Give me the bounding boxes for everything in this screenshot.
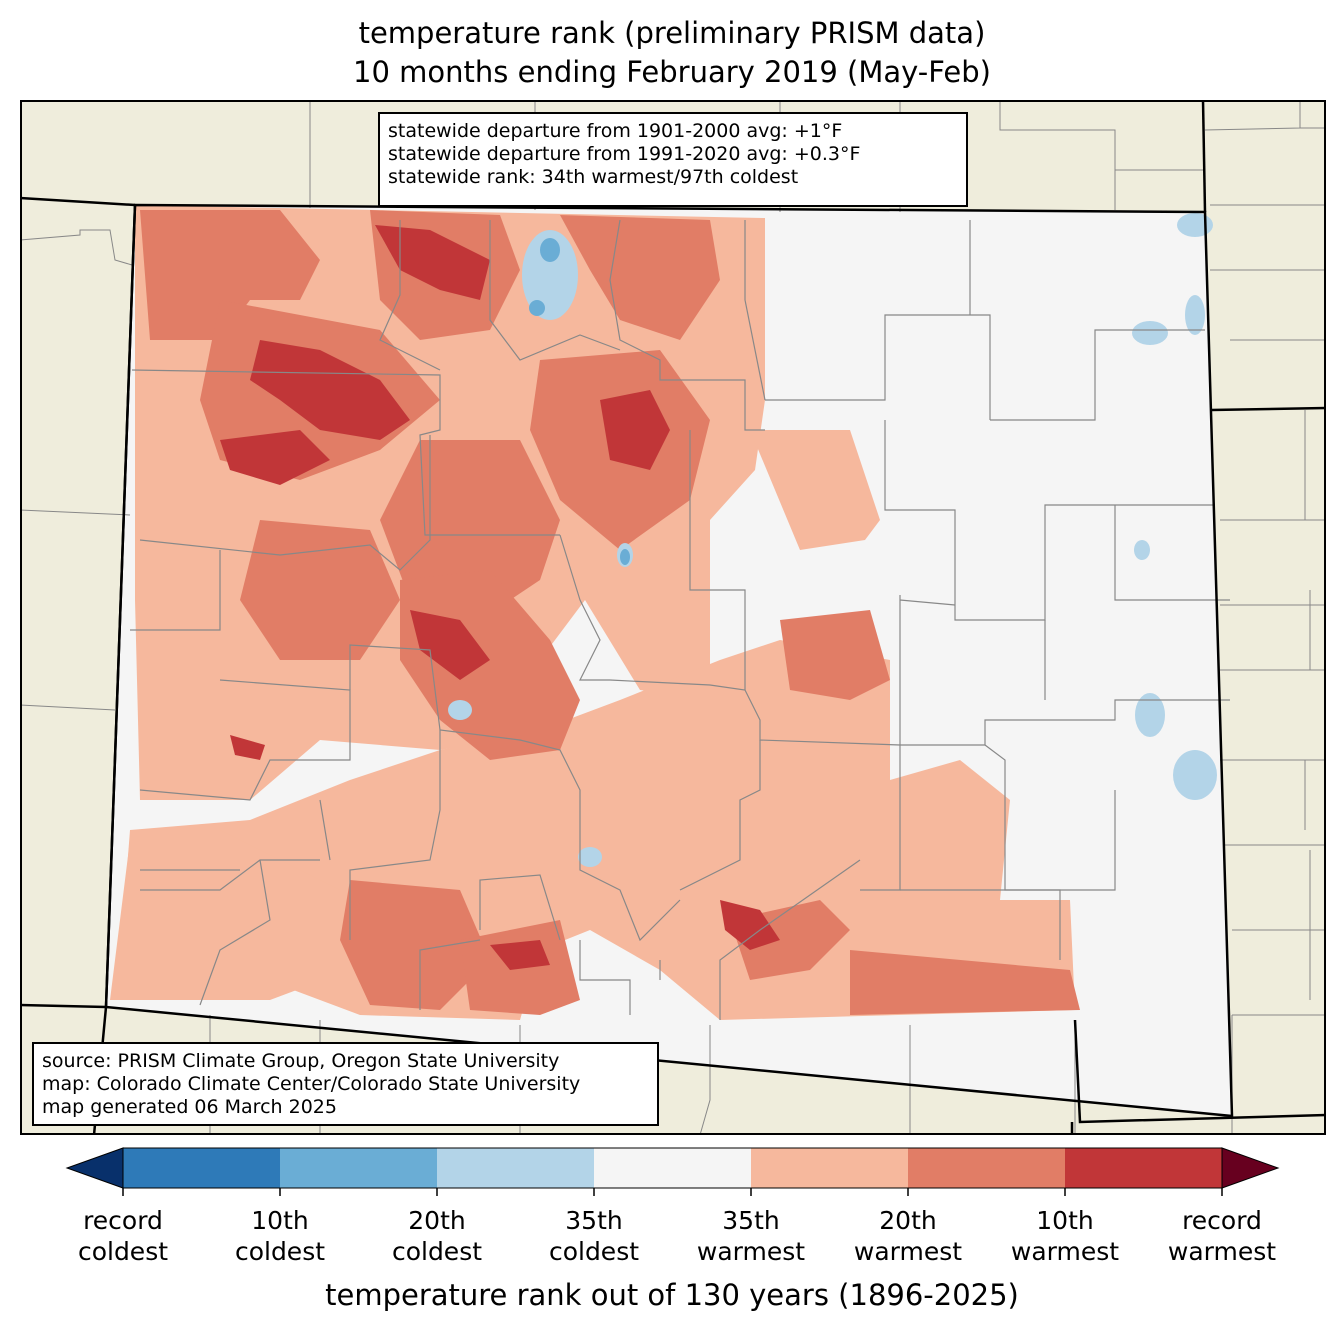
colorbar-tick-label: record coldest (43, 1205, 203, 1267)
map-title-line1: temperature rank (preliminary PRISM data… (358, 16, 986, 50)
tick-label-line1: 35th (722, 1206, 780, 1235)
map-frame: statewide departure from 1901-2000 avg: … (19, 99, 1327, 1136)
stats-line-2: statewide departure from 1991-2020 avg: … (388, 143, 861, 165)
map-title-line2: 10 months ending February 2019 (May-Feb) (353, 55, 991, 89)
colorbar-segment (280, 1148, 438, 1188)
rank-zone-35th-coldest (448, 213, 1217, 867)
tick-label-line1: 10th (251, 1206, 309, 1235)
tick-label-line1: 20th (408, 1206, 466, 1235)
tick-label-line1: record (83, 1206, 163, 1235)
rank-zone-10th-warmest (220, 225, 780, 970)
source-line-3: map generated 06 March 2025 (42, 1096, 337, 1118)
tick-label-line2: coldest (391, 1237, 483, 1266)
colorbar-outline (122, 1147, 1223, 1189)
colorbar-extend-warm (1221, 1147, 1280, 1189)
source-line-2: map: Colorado Climate Center/Colorado St… (42, 1073, 581, 1095)
colorbar-segment (437, 1148, 595, 1188)
tick-label-line2: warmest (853, 1237, 963, 1266)
colorbar-ticks (122, 1188, 1223, 1196)
rank-zone-20th-coldest (529, 238, 630, 565)
tick-label-line2: coldest (234, 1237, 326, 1266)
colorbar-extend-cold (65, 1147, 124, 1189)
colorbar-tick-label: 35th coldest (514, 1205, 674, 1267)
legend-title: temperature rank out of 130 years (1896-… (325, 1278, 1019, 1312)
colorbar-segment (751, 1148, 909, 1188)
tick-label-line2: warmest (1010, 1237, 1120, 1266)
map-svg (19, 99, 1327, 1136)
colorbar-segments (65, 1147, 1280, 1189)
tick-label-line1: 20th (879, 1206, 937, 1235)
tick-label-line2: coldest (77, 1237, 169, 1266)
source-line-1: source: PRISM Climate Group, Oregon Stat… (42, 1050, 560, 1072)
tick-label-line1: 35th (565, 1206, 623, 1235)
stats-line-1: statewide departure from 1901-2000 avg: … (388, 120, 843, 142)
county-boundaries (130, 219, 1230, 1020)
map-border (20, 100, 1326, 1135)
source-box: source: PRISM Climate Group, Oregon Stat… (32, 1042, 659, 1126)
colorbar-tick-label: 35th warmest (671, 1205, 831, 1267)
colorbar-segment (123, 1148, 281, 1188)
tick-label-line1: record (1182, 1206, 1262, 1235)
statewide-stats-box: statewide departure from 1901-2000 avg: … (378, 112, 968, 207)
colorbar-tick-label: 10th warmest (985, 1205, 1145, 1267)
colorbar-segment (908, 1148, 1066, 1188)
tick-label-line2: warmest (696, 1237, 806, 1266)
tick-label-line2: coldest (548, 1237, 640, 1266)
colorbar-tick-label: 20th coldest (357, 1205, 517, 1267)
colorbar-segment (1065, 1148, 1223, 1188)
tick-label-line2: warmest (1167, 1237, 1277, 1266)
colorbar-tick-label: record warmest (1142, 1205, 1302, 1267)
colorbar-segment (594, 1148, 752, 1188)
colorbar-tick-label: 20th warmest (828, 1205, 988, 1267)
tick-label-line1: 10th (1036, 1206, 1094, 1235)
stats-line-3: statewide rank: 34th warmest/97th coldes… (388, 166, 799, 188)
colorbar-tick-label: 10th coldest (200, 1205, 360, 1267)
